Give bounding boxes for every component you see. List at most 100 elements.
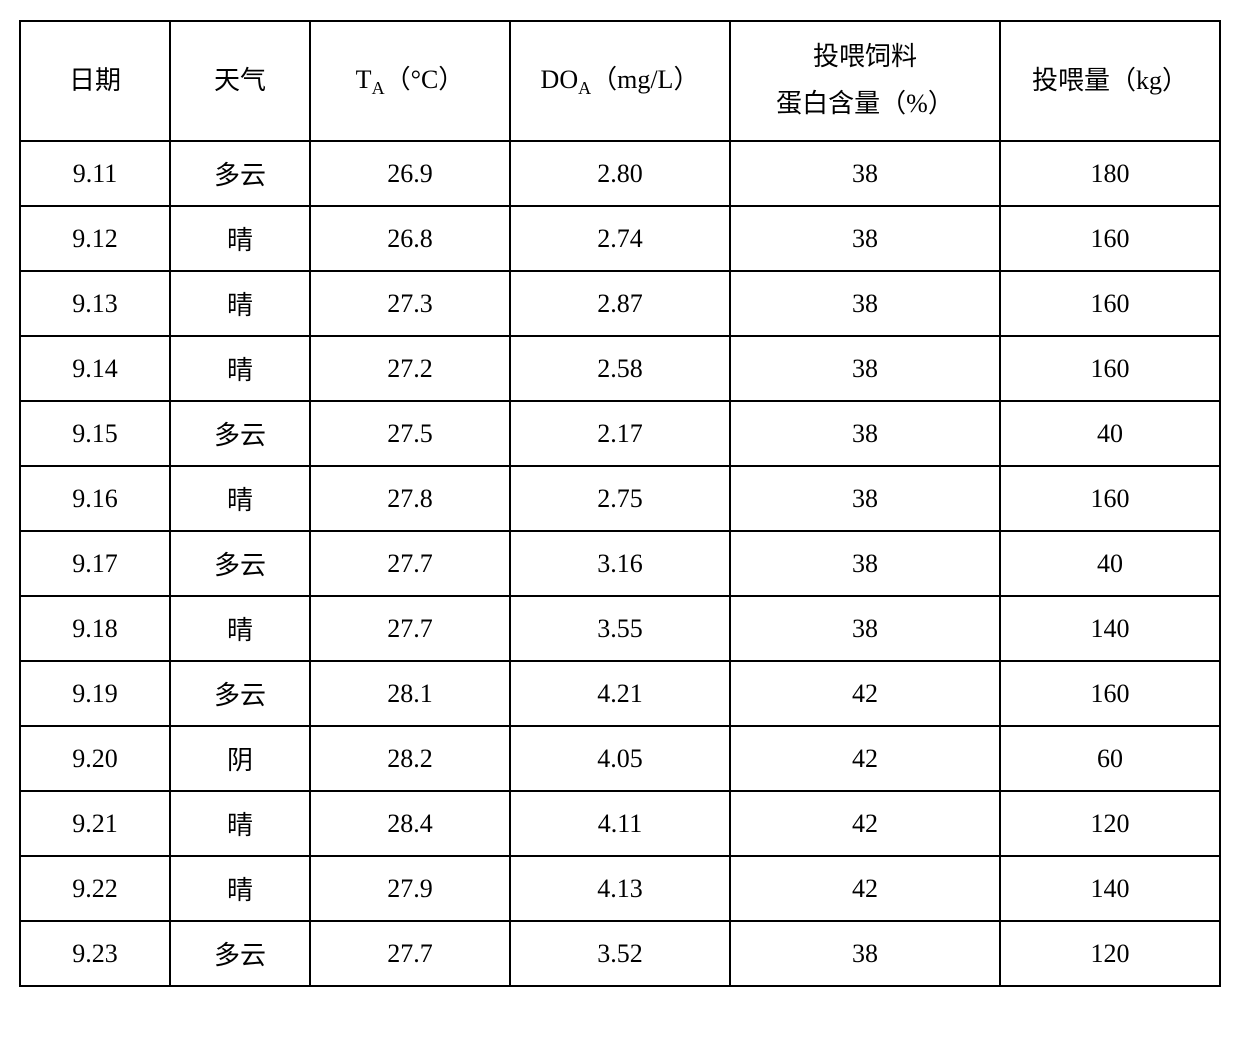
protein-line1: 投喂饲料 [813,42,917,71]
cell-amount: 160 [1000,271,1220,336]
cell-weather: 阴 [170,726,310,791]
cell-date: 9.22 [20,856,170,921]
cell-date: 9.20 [20,726,170,791]
table-row: 9.18 晴 27.7 3.55 38 140 [20,596,1220,661]
cell-amount: 120 [1000,921,1220,986]
table-row: 9.11 多云 26.9 2.80 38 180 [20,141,1220,206]
cell-protein: 38 [730,921,1000,986]
column-header-protein: 投喂饲料 蛋白含量（%） [730,21,1000,141]
cell-doa: 2.74 [510,206,730,271]
cell-ta: 27.8 [310,466,510,531]
cell-date: 9.12 [20,206,170,271]
cell-doa: 4.13 [510,856,730,921]
cell-doa: 2.75 [510,466,730,531]
cell-doa: 2.17 [510,401,730,466]
cell-doa: 2.80 [510,141,730,206]
cell-doa: 4.21 [510,661,730,726]
cell-weather: 晴 [170,466,310,531]
cell-date: 9.17 [20,531,170,596]
cell-date: 9.21 [20,791,170,856]
cell-ta: 27.7 [310,596,510,661]
table-row: 9.13 晴 27.3 2.87 38 160 [20,271,1220,336]
cell-doa: 4.11 [510,791,730,856]
cell-date: 9.14 [20,336,170,401]
cell-doa: 3.52 [510,921,730,986]
header-row: 日期 天气 TA（°C） DOA（mg/L） 投喂饲料 蛋白含量（%） 投喂量（… [20,21,1220,141]
cell-doa: 4.05 [510,726,730,791]
table-row: 9.21 晴 28.4 4.11 42 120 [20,791,1220,856]
table-row: 9.12 晴 26.8 2.74 38 160 [20,206,1220,271]
cell-protein: 38 [730,531,1000,596]
table-row: 9.22 晴 27.9 4.13 42 140 [20,856,1220,921]
table-row: 9.16 晴 27.8 2.75 38 160 [20,466,1220,531]
cell-ta: 28.4 [310,791,510,856]
table-row: 9.23 多云 27.7 3.52 38 120 [20,921,1220,986]
cell-amount: 160 [1000,466,1220,531]
cell-date: 9.23 [20,921,170,986]
cell-weather: 多云 [170,401,310,466]
table-row: 9.17 多云 27.7 3.16 38 40 [20,531,1220,596]
cell-doa: 2.87 [510,271,730,336]
cell-date: 9.13 [20,271,170,336]
table-body: 9.11 多云 26.9 2.80 38 180 9.12 晴 26.8 2.7… [20,141,1220,986]
cell-weather: 晴 [170,791,310,856]
doa-subscript: A [578,78,591,98]
ta-suffix: （°C） [385,65,465,94]
column-header-weather: 天气 [170,21,310,141]
column-header-doa: DOA（mg/L） [510,21,730,141]
cell-weather: 晴 [170,856,310,921]
doa-prefix: DO [541,65,579,94]
ta-prefix: T [356,65,372,94]
cell-weather: 晴 [170,206,310,271]
cell-ta: 26.9 [310,141,510,206]
cell-protein: 38 [730,466,1000,531]
cell-date: 9.11 [20,141,170,206]
cell-protein: 42 [730,661,1000,726]
cell-amount: 160 [1000,336,1220,401]
cell-amount: 40 [1000,401,1220,466]
table-header: 日期 天气 TA（°C） DOA（mg/L） 投喂饲料 蛋白含量（%） 投喂量（… [20,21,1220,141]
cell-weather: 晴 [170,336,310,401]
cell-weather: 多云 [170,531,310,596]
cell-protein: 38 [730,271,1000,336]
ta-subscript: A [372,78,385,98]
column-header-date: 日期 [20,21,170,141]
cell-weather: 多云 [170,921,310,986]
protein-line2: 蛋白含量（%） [776,89,954,118]
cell-ta: 27.2 [310,336,510,401]
cell-date: 9.16 [20,466,170,531]
cell-ta: 27.5 [310,401,510,466]
cell-weather: 多云 [170,661,310,726]
cell-amount: 160 [1000,661,1220,726]
cell-protein: 42 [730,856,1000,921]
cell-weather: 多云 [170,141,310,206]
cell-amount: 180 [1000,141,1220,206]
cell-protein: 42 [730,791,1000,856]
cell-protein: 42 [730,726,1000,791]
table-row: 9.19 多云 28.1 4.21 42 160 [20,661,1220,726]
cell-protein: 38 [730,336,1000,401]
cell-amount: 60 [1000,726,1220,791]
cell-doa: 2.58 [510,336,730,401]
cell-date: 9.18 [20,596,170,661]
cell-weather: 晴 [170,596,310,661]
cell-ta: 27.7 [310,921,510,986]
cell-doa: 3.16 [510,531,730,596]
cell-amount: 140 [1000,856,1220,921]
cell-protein: 38 [730,206,1000,271]
feeding-data-table: 日期 天气 TA（°C） DOA（mg/L） 投喂饲料 蛋白含量（%） 投喂量（… [19,20,1221,987]
cell-doa: 3.55 [510,596,730,661]
cell-weather: 晴 [170,271,310,336]
cell-ta: 26.8 [310,206,510,271]
cell-ta: 28.2 [310,726,510,791]
column-header-amount: 投喂量（kg） [1000,21,1220,141]
cell-ta: 27.9 [310,856,510,921]
cell-amount: 40 [1000,531,1220,596]
cell-protein: 38 [730,141,1000,206]
cell-amount: 140 [1000,596,1220,661]
cell-protein: 38 [730,401,1000,466]
table-row: 9.15 多云 27.5 2.17 38 40 [20,401,1220,466]
table-row: 9.20 阴 28.2 4.05 42 60 [20,726,1220,791]
cell-ta: 27.3 [310,271,510,336]
table-row: 9.14 晴 27.2 2.58 38 160 [20,336,1220,401]
